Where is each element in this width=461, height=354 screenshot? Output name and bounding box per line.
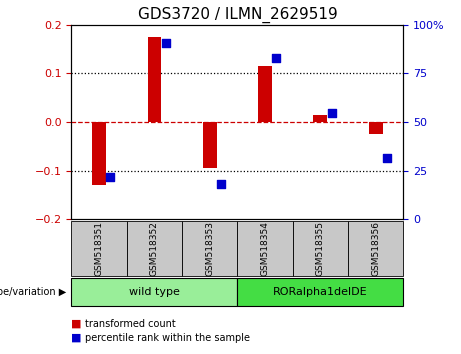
Bar [71, 278, 237, 306]
Text: wild type: wild type [129, 287, 180, 297]
Text: transformed count: transformed count [85, 319, 176, 329]
Text: ■: ■ [71, 319, 82, 329]
Bar [369, 122, 383, 134]
Text: genotype/variation ▶: genotype/variation ▶ [0, 287, 66, 297]
Point [107, 174, 114, 180]
Text: percentile rank within the sample: percentile rank within the sample [85, 333, 250, 343]
Point [218, 182, 225, 187]
Text: GSM518352: GSM518352 [150, 221, 159, 276]
Point [273, 55, 280, 61]
Bar [237, 278, 403, 306]
Title: GDS3720 / ILMN_2629519: GDS3720 / ILMN_2629519 [137, 7, 337, 23]
Text: GSM518355: GSM518355 [316, 221, 325, 276]
Text: GSM518354: GSM518354 [260, 221, 270, 276]
Bar [258, 66, 272, 122]
Bar [71, 221, 127, 276]
Text: GSM518351: GSM518351 [95, 221, 104, 276]
Bar [313, 115, 327, 122]
Bar [127, 221, 182, 276]
Bar [203, 122, 217, 169]
Bar [182, 221, 237, 276]
Bar [293, 221, 348, 276]
Point [162, 40, 170, 46]
Point [384, 155, 391, 160]
Text: ■: ■ [71, 333, 82, 343]
Bar [148, 37, 161, 122]
Bar [237, 221, 293, 276]
Point [328, 110, 336, 116]
Text: GSM518356: GSM518356 [371, 221, 380, 276]
Text: RORalpha1delDE: RORalpha1delDE [273, 287, 368, 297]
Bar [92, 122, 106, 185]
Text: GSM518353: GSM518353 [205, 221, 214, 276]
Bar [348, 221, 403, 276]
